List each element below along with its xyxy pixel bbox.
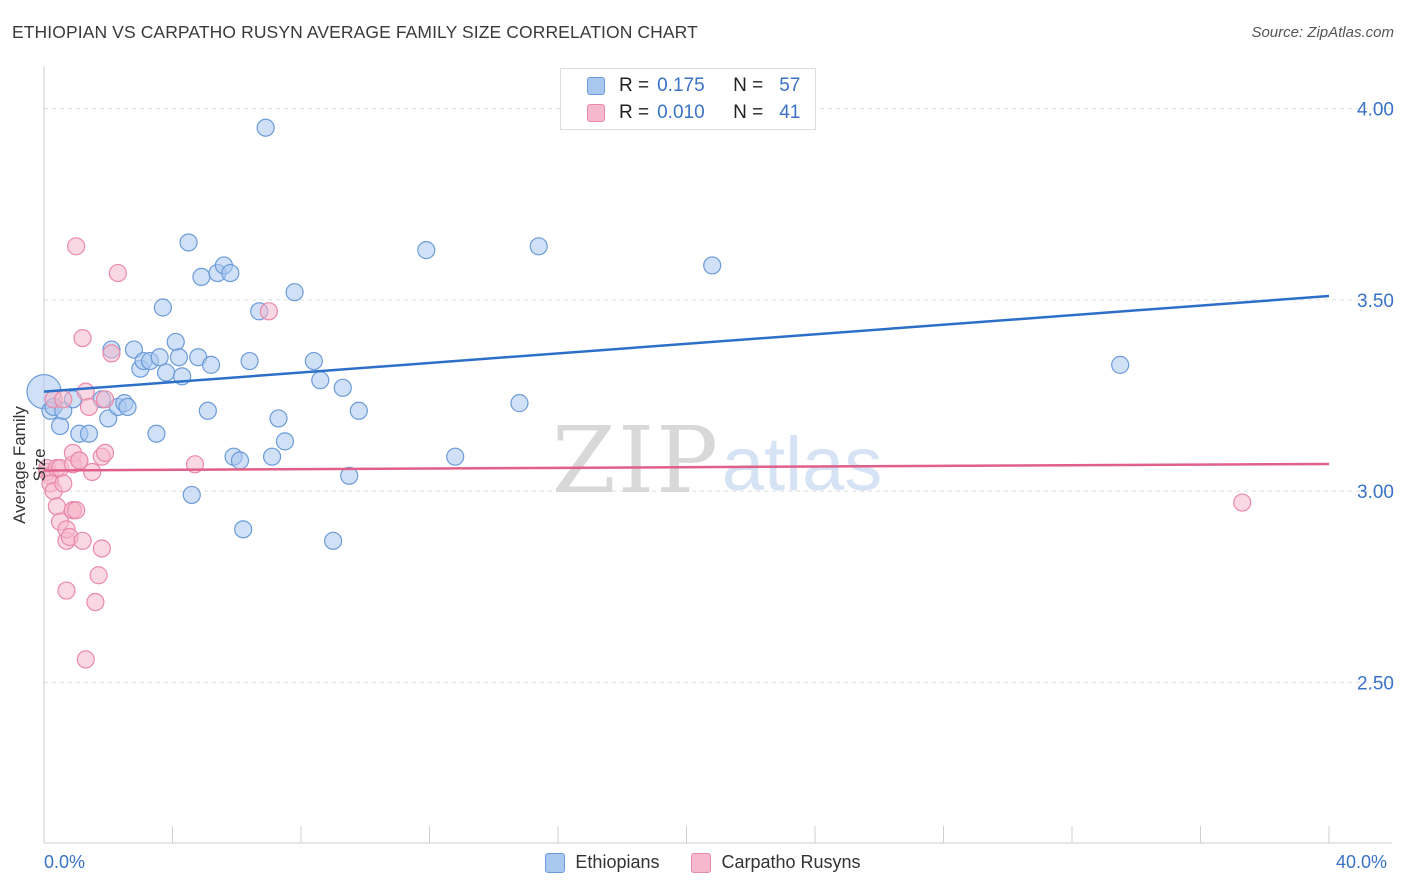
- ethiopian-point: [349, 401, 368, 420]
- carpatho-rusyn-point: [95, 390, 115, 409]
- carpatho-rusyn-point: [54, 390, 73, 409]
- ethiopian-point: [79, 424, 99, 443]
- series-ethiopians-points: [26, 118, 1130, 550]
- watermark-atlas: atlas: [722, 422, 883, 507]
- series-legend: Ethiopians Carpatho Rusyns: [0, 852, 1406, 873]
- y-tick-label: 3.50: [1357, 291, 1394, 312]
- carpatho-rusyn-point: [70, 451, 89, 470]
- carpatho-rusyn-point: [67, 501, 86, 520]
- ethiopian-point: [262, 447, 282, 466]
- chart-title: ETHIOPIAN VS CARPATHO RUSYN AVERAGE FAMI…: [12, 22, 698, 42]
- trend-lines: [43, 294, 1330, 472]
- y-tick-label: 2.50: [1357, 673, 1394, 694]
- legend-item-carpatho-rusyns[interactable]: Carpatho Rusyns: [691, 852, 861, 873]
- ethiopian-point: [147, 424, 166, 443]
- ethiopian-point: [230, 451, 250, 470]
- stats-legend-row-carpatho-rusyns: R = 0.010 N = 41: [587, 100, 800, 126]
- gridlines: [44, 108, 1392, 683]
- x-tick-min: 0.0%: [44, 852, 86, 872]
- carpatho-rusyn-point: [1233, 493, 1252, 512]
- carpatho-rusyn-point: [57, 581, 76, 600]
- n-value: 41: [779, 102, 801, 123]
- ethiopian-point: [192, 267, 211, 286]
- axes: [43, 66, 1392, 844]
- ethiopian-point: [166, 332, 185, 352]
- carpatho-rusyn-point: [67, 237, 86, 256]
- ethiopian-point: [240, 351, 259, 371]
- ethiopian-point: [182, 485, 201, 505]
- legend-label-ethiopians: Ethiopians: [575, 852, 660, 872]
- n-label: N =: [733, 75, 764, 96]
- r-value: 0.175: [657, 75, 705, 96]
- stats-legend: R = 0.175 N = 57 R = 0.010 N = 41: [560, 68, 816, 130]
- ethiopian-point: [150, 348, 169, 367]
- ethiopian-point: [179, 233, 198, 252]
- ethiopian-point: [417, 241, 436, 260]
- ethiopian-point: [529, 237, 548, 256]
- r-label: R =: [619, 75, 650, 96]
- ethiopian-point: [324, 531, 343, 550]
- carpatho-rusyn-point: [76, 650, 95, 669]
- carpatho-rusyn-point: [83, 462, 102, 482]
- carpatho-rusyn-point: [76, 382, 95, 401]
- legend-swatch-pink: [691, 852, 712, 873]
- trend-line-ethiopians: [43, 294, 1330, 393]
- n-value: 57: [779, 75, 801, 96]
- legend-label-carpatho-rusyns: Carpatho Rusyns: [721, 852, 861, 872]
- watermark: ZIP atlas: [552, 407, 882, 514]
- carpatho-rusyn-point: [92, 539, 111, 558]
- carpatho-rusyn-point: [73, 531, 92, 550]
- ethiopian-point: [156, 363, 176, 382]
- ethiopian-point: [285, 283, 304, 302]
- carpatho-rusyn-point: [79, 397, 99, 417]
- ethiopian-point: [703, 256, 722, 275]
- ethiopian-point: [333, 378, 352, 397]
- ethiopian-point: [311, 371, 330, 390]
- y-axis-label: Average Family Size: [10, 406, 49, 524]
- ethiopian-point: [510, 394, 529, 413]
- carpatho-rusyn-point: [86, 592, 105, 612]
- ethiopian-point: [153, 298, 172, 317]
- y-tick-labels: 2.50 3.00 3.50 4.00: [1357, 100, 1394, 695]
- ethiopian-point: [118, 397, 137, 417]
- stats-legend-row-ethiopians: R = 0.175 N = 57: [587, 73, 800, 99]
- legend-swatch-blue: [545, 852, 566, 873]
- carpatho-rusyn-point: [89, 566, 108, 585]
- watermark-zip: ZIP: [552, 407, 720, 514]
- ethiopian-point: [50, 416, 70, 436]
- carpatho-rusyn-point: [95, 443, 115, 462]
- ethiopian-point: [340, 466, 359, 485]
- carpatho-rusyn-point: [102, 344, 121, 363]
- series-carpatho-rusyns-points: [38, 237, 1252, 669]
- legend-swatch-pink: [587, 104, 605, 122]
- carpatho-rusyn-point: [47, 497, 66, 516]
- carpatho-rusyn-point: [108, 263, 127, 283]
- legend-item-ethiopians[interactable]: Ethiopians: [545, 852, 659, 873]
- trend-line-carpatho-rusyns: [43, 462, 1330, 472]
- y-tick-label: 4.00: [1357, 100, 1394, 121]
- ethiopian-point: [221, 263, 240, 283]
- ethiopian-point: [275, 432, 295, 451]
- legend-swatch-blue: [587, 77, 605, 95]
- r-value: 0.010: [657, 102, 705, 123]
- carpatho-rusyn-point: [73, 329, 92, 348]
- y-tick-label: 3.00: [1357, 482, 1394, 503]
- r-label: R =: [619, 102, 650, 123]
- n-label: N =: [733, 102, 764, 123]
- ethiopian-point: [201, 355, 221, 374]
- ethiopian-point: [256, 118, 275, 137]
- ethiopian-point: [1111, 355, 1130, 374]
- carpatho-rusyn-point: [54, 474, 73, 493]
- carpatho-rusyn-point: [259, 302, 278, 321]
- x-tick-max: 40.0%: [1336, 852, 1388, 872]
- ethiopian-point: [304, 351, 323, 371]
- ethiopian-point: [446, 447, 465, 466]
- ethiopian-point: [234, 520, 253, 539]
- ethiopian-point: [269, 409, 288, 428]
- ethiopian-point: [169, 348, 189, 367]
- source-label: Source: ZipAtlas.com: [1251, 24, 1394, 41]
- ethiopian-point: [198, 401, 217, 420]
